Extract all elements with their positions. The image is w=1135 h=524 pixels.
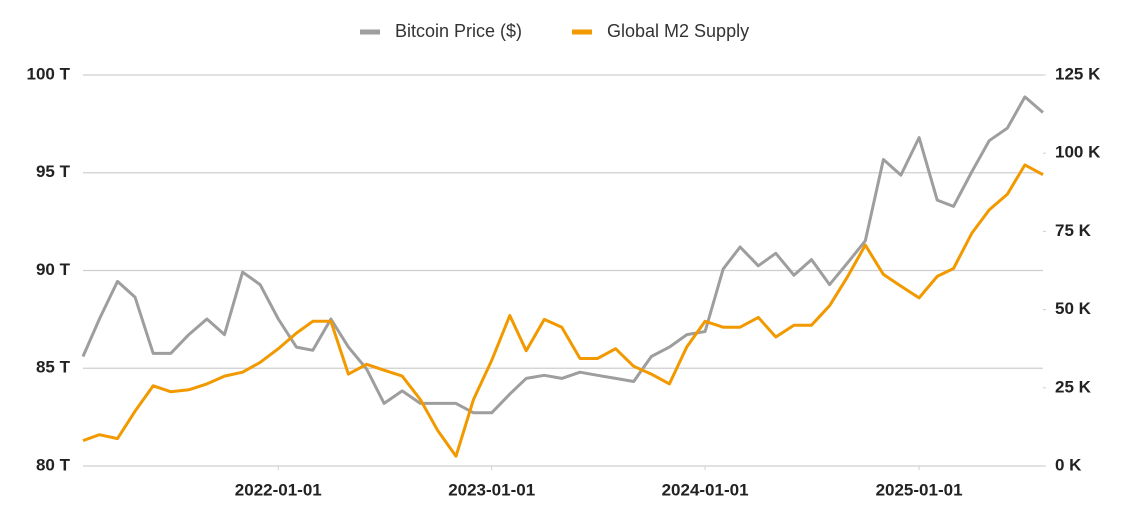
legend-label: Bitcoin Price ($)	[395, 21, 522, 41]
y2-tick-label: 100 K	[1055, 143, 1101, 162]
x-tick-label: 2024-01-01	[662, 480, 749, 499]
y-tick-label: 90 T	[36, 260, 71, 279]
series-line	[82, 163, 1044, 458]
y-tick-label: 100 T	[27, 64, 71, 83]
x-tick-label: 2022-01-01	[235, 480, 322, 499]
series-line	[81, 95, 1044, 415]
y2-tick-label: 50 K	[1055, 299, 1092, 318]
x-tick-label: 2025-01-01	[876, 480, 963, 499]
x-tick-label: 2023-01-01	[448, 480, 535, 499]
legend-label: Global M2 Supply	[607, 21, 749, 41]
y2-tick-label: 25 K	[1055, 377, 1092, 396]
y-tick-label: 95 T	[36, 162, 71, 181]
y-tick-label: 85 T	[36, 358, 71, 377]
y2-tick-label: 0 K	[1055, 455, 1082, 474]
y2-tick-label: 75 K	[1055, 221, 1092, 240]
y-tick-label: 80 T	[36, 455, 71, 474]
y2-tick-label: 125 K	[1055, 64, 1101, 83]
